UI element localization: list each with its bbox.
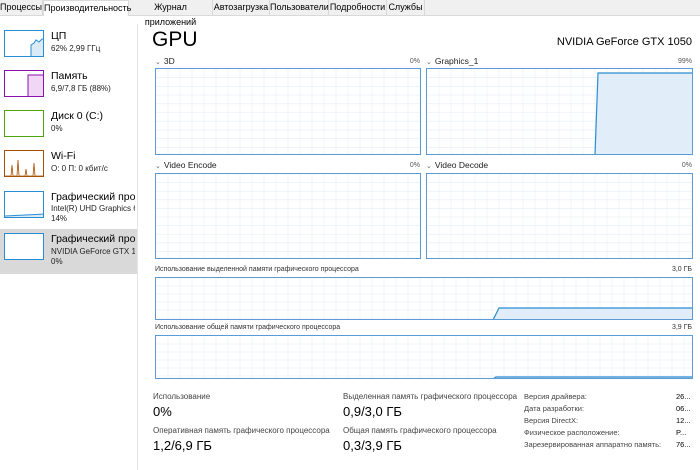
page-title: GPU [152, 28, 198, 51]
graph-grid [427, 174, 692, 258]
sidebar-item-wifi[interactable]: Wi-Fi О: 0 П: 0 кбит/с [0, 146, 137, 186]
engine-value-3d: 0% [409, 58, 420, 65]
dedicated-memory-graph-label: Использование выделенной памяти графичес… [155, 266, 359, 273]
chevron-down-icon[interactable]: ⌄ [426, 59, 432, 66]
engine-label-video-encode[interactable]: ⌄ Video Encode [155, 160, 217, 170]
graph-dedicated-memory-usage [492, 307, 692, 319]
driver-date-label: Дата разработки: [524, 404, 585, 413]
engine-label-3d[interactable]: ⌄ 3D [155, 56, 175, 66]
tab-startup[interactable]: Автозагрузка [213, 0, 270, 15]
tab-users[interactable]: Пользователи [270, 0, 329, 15]
shared-memory-value: 0,3/3,9 ГБ [343, 438, 402, 453]
sidebar-item-value: 0% [51, 257, 63, 266]
reserved-memory-value: 76... [676, 440, 691, 449]
directx-version-value: 12... [676, 416, 691, 425]
graph-video-encode [155, 173, 421, 259]
engine-label-graphics1[interactable]: ⌄ Graphics_1 [426, 56, 479, 66]
dedicated-memory-graph-max: 3,0 ГБ [671, 266, 692, 273]
physical-location-value: P... [676, 428, 687, 437]
sidebar-item-subtitle: 62% 2,99 ГГц [51, 44, 101, 53]
driver-version-value: 26... [676, 392, 691, 401]
shared-memory-graph-max: 3,9 ГБ [671, 324, 692, 331]
reserved-memory-label: Зарезервированная аппаратно память: [524, 440, 662, 449]
sidebar-item-title: Диск 0 (C:) [51, 110, 103, 122]
chevron-down-icon[interactable]: ⌄ [155, 163, 161, 170]
chevron-down-icon[interactable]: ⌄ [426, 163, 432, 170]
sidebar-item-subtitle: О: 0 П: 0 кбит/с [51, 164, 108, 173]
performance-sidebar: ЦП 62% 2,99 ГГц Память 6,9/7,8 ГБ (88%) … [0, 24, 138, 470]
sidebar-item-cpu[interactable]: ЦП 62% 2,99 ГГц [0, 26, 137, 66]
driver-date-value: 06... [676, 404, 691, 413]
graph-dedicated-memory [155, 277, 693, 320]
tab-bar: Процессы Производительность Журнал прило… [0, 0, 700, 27]
graph-grid [156, 336, 692, 378]
sidebar-item-disk[interactable]: Диск 0 (C:) 0% [0, 106, 137, 146]
driver-version-label: Версия драйвера: [524, 392, 587, 401]
tab-processes[interactable]: Процессы [0, 0, 43, 15]
gpu-memory-label: Оперативная память графического процессо… [153, 426, 330, 435]
gpu1-thumbnail [4, 233, 44, 260]
sidebar-item-value: 14% [51, 214, 68, 223]
memory-thumbnail [4, 70, 44, 97]
engine-label-video-decode[interactable]: ⌄ Video Decode [426, 160, 489, 170]
shared-memory-label: Общая память графического процессора [343, 426, 497, 435]
shared-memory-graph-label: Использование общей памяти графического … [155, 324, 341, 331]
chevron-down-icon[interactable]: ⌄ [155, 59, 161, 66]
sidebar-item-gpu0[interactable]: Графический проц Intel(R) UHD Graphics 6… [0, 187, 137, 229]
disk-thumbnail [4, 110, 44, 137]
sidebar-item-memory[interactable]: Память 6,9/7,8 ГБ (88%) [0, 66, 137, 106]
sidebar-item-title: Графический проц [51, 191, 135, 203]
graph-shared-memory-usage [493, 376, 692, 378]
physical-location-label: Физическое расположение: [524, 428, 620, 437]
graph-video-decode [426, 173, 693, 259]
gpu-model-name: NVIDIA GeForce GTX 1050 [556, 36, 692, 48]
sidebar-item-subtitle: Intel(R) UHD Graphics 62 [51, 204, 135, 213]
dedicated-memory-label: Выделенная память графического процессор… [343, 392, 518, 401]
dedicated-memory-value: 0,9/3,0 ГБ [343, 404, 402, 419]
directx-version-label: Версия DirectX: [524, 416, 579, 425]
sidebar-item-title: Wi-Fi [51, 150, 76, 162]
gpu-memory-value: 1,2/6,9 ГБ [153, 438, 212, 453]
gpu0-thumbnail [4, 191, 44, 218]
sidebar-item-title: Память [51, 70, 88, 82]
usage-label: Использование [153, 392, 211, 401]
graph-graphics1 [426, 68, 693, 155]
engine-value-video-encode: 0% [409, 162, 420, 169]
sidebar-item-subtitle: 6,9/7,8 ГБ (88%) [51, 84, 111, 93]
sidebar-item-subtitle: 0% [51, 124, 63, 133]
graph-3d [155, 68, 421, 155]
graph-shared-memory [155, 335, 693, 379]
sidebar-item-gpu1[interactable]: Графический проц NVIDIA GeForce GTX 1050… [0, 229, 137, 274]
graph-graphics1-usage [594, 72, 692, 154]
engine-value-video-decode: 0% [681, 162, 692, 169]
cpu-thumbnail [4, 30, 44, 57]
sidebar-item-subtitle: NVIDIA GeForce GTX 1050 [51, 247, 135, 256]
engine-value-graphics1: 99% [677, 58, 692, 65]
tab-performance[interactable]: Производительность [43, 0, 131, 16]
tab-details[interactable]: Подробности [329, 0, 387, 15]
usage-value: 0% [153, 404, 172, 419]
tab-app-history[interactable]: Журнал приложений [129, 0, 213, 27]
graph-grid [156, 69, 420, 154]
sidebar-item-title: Графический проц [51, 233, 135, 245]
sidebar-item-title: ЦП [51, 30, 67, 42]
wifi-thumbnail [4, 150, 44, 177]
graph-grid [156, 174, 420, 258]
tab-services[interactable]: Службы [387, 0, 425, 15]
